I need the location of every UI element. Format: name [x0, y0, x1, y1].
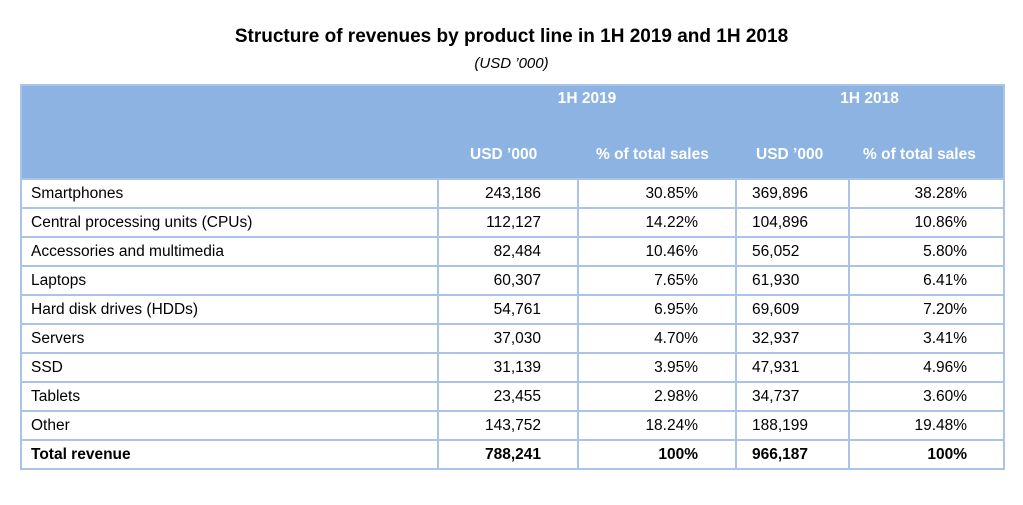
usd-2018-cell: 104,896: [735, 207, 851, 238]
usd-2018-cell: 188,199: [735, 410, 851, 441]
pct-2019-cell: 18.24%: [576, 410, 738, 441]
usd-2018-cell: 69,609: [735, 294, 851, 325]
row-label: Laptops: [20, 265, 439, 296]
pct-2018-cell: 100%: [848, 439, 1006, 470]
header-blank: [21, 85, 438, 115]
header-row-columns: USD ’000 % of total sales USD ’000 % of …: [21, 115, 1005, 179]
usd-2018-cell: 32,937: [735, 323, 851, 354]
row-label: Hard disk drives (HDDs): [20, 294, 439, 325]
usd-2019-cell: 31,139: [437, 352, 579, 383]
pct-2018-cell: 7.20%: [848, 294, 1006, 325]
revenue-table: 1H 2019 1H 2018 USD ’000 % of total sale…: [20, 84, 1006, 470]
header-row-groups: 1H 2019 1H 2018: [21, 85, 1005, 115]
table-row: Smartphones 243,186 30.85% 369,896 38.28%: [20, 178, 1006, 209]
pct-2018-cell: 38.28%: [848, 178, 1006, 209]
header-pct-2019: % of total sales: [578, 115, 737, 179]
usd-2019-cell: 82,484: [437, 236, 579, 267]
header-pct-2018: % of total sales: [849, 115, 1005, 179]
table-row: Laptops 60,307 7.65% 61,930 6.41%: [20, 265, 1006, 296]
table-row: Servers 37,030 4.70% 32,937 3.41%: [20, 323, 1006, 354]
header-blank-2: [21, 115, 438, 179]
pct-2019-cell: 30.85%: [576, 178, 738, 209]
row-label: Tablets: [20, 381, 439, 412]
pct-2018-cell: 6.41%: [848, 265, 1006, 296]
pct-2019-cell: 6.95%: [576, 294, 738, 325]
row-label: SSD: [20, 352, 439, 383]
usd-2018-cell: 47,931: [735, 352, 851, 383]
table-subtitle: (USD ’000): [474, 55, 549, 72]
header-group-2018: 1H 2018: [736, 85, 1005, 115]
row-label: Servers: [20, 323, 439, 354]
pct-2019-cell: 4.70%: [576, 323, 738, 354]
row-label: Total revenue: [20, 439, 439, 470]
table-row: SSD 31,139 3.95% 47,931 4.96%: [20, 352, 1006, 383]
row-label: Accessories and multimedia: [20, 236, 439, 267]
table-row: Central processing units (CPUs) 112,127 14…: [20, 207, 1006, 238]
usd-2019-cell: 143,752: [437, 410, 579, 441]
pct-2018-cell: 3.60%: [848, 381, 1006, 412]
usd-2019-cell: 60,307: [437, 265, 579, 296]
row-label: Smartphones: [20, 178, 439, 209]
table-body: Smartphones 243,186 30.85% 369,896 38.28% Cen…: [20, 178, 1006, 470]
pct-2019-cell: 7.65%: [576, 265, 738, 296]
usd-2019-cell: 23,455: [437, 381, 579, 412]
header-usd-2018: USD ’000: [736, 115, 850, 179]
table-row: Accessories and multimedia 82,484 10.46% 56…: [20, 236, 1006, 267]
pct-2019-cell: 100%: [576, 439, 738, 470]
table-row: Tablets 23,455 2.98% 34,737 3.60%: [20, 381, 1006, 412]
usd-2019-cell: 788,241: [437, 439, 579, 470]
pct-2019-cell: 10.46%: [576, 236, 738, 267]
pct-2018-cell: 4.96%: [848, 352, 1006, 383]
usd-2019-cell: 112,127: [437, 207, 579, 238]
pct-2018-cell: 19.48%: [848, 410, 1006, 441]
pct-2018-cell: 10.86%: [848, 207, 1006, 238]
pct-2019-cell: 3.95%: [576, 352, 738, 383]
pct-2019-cell: 2.98%: [576, 381, 738, 412]
total-row: Total revenue 788,241 100% 966,187 100%: [20, 439, 1006, 470]
pct-2018-cell: 3.41%: [848, 323, 1006, 354]
usd-2019-cell: 243,186: [437, 178, 579, 209]
header-group-2019: 1H 2019: [438, 85, 737, 115]
table-row: Hard disk drives (HDDs) 54,761 6.95% 69,609…: [20, 294, 1006, 325]
table-row: Other 143,752 18.24% 188,199 19.48%: [20, 410, 1006, 441]
row-label: Central processing units (CPUs): [20, 207, 439, 238]
pct-2019-cell: 14.22%: [576, 207, 738, 238]
header-usd-2019: USD ’000: [438, 115, 578, 179]
usd-2019-cell: 54,761: [437, 294, 579, 325]
row-label: Other: [20, 410, 439, 441]
usd-2018-cell: 966,187: [735, 439, 851, 470]
usd-2018-cell: 34,737: [735, 381, 851, 412]
usd-2018-cell: 369,896: [735, 178, 851, 209]
usd-2019-cell: 37,030: [437, 323, 579, 354]
table-title: Structure of revenues by product line in…: [234, 26, 789, 47]
usd-2018-cell: 61,930: [735, 265, 851, 296]
pct-2018-cell: 5.80%: [848, 236, 1006, 267]
usd-2018-cell: 56,052: [735, 236, 851, 267]
